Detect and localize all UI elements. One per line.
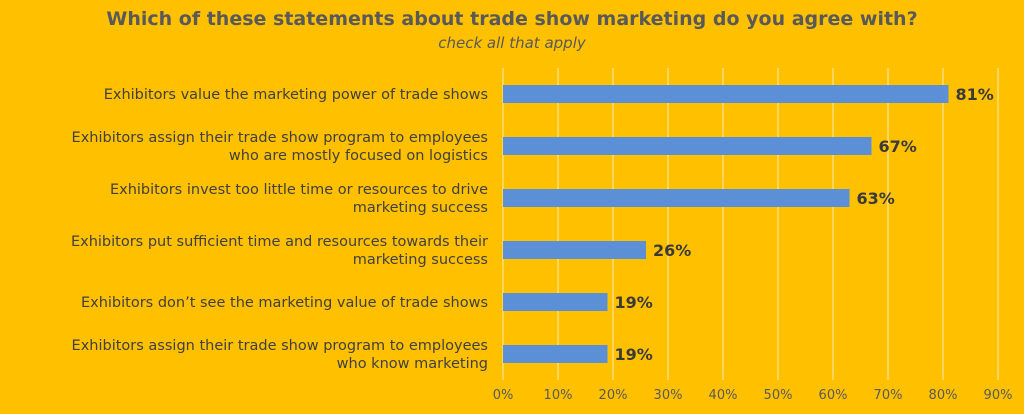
data-label: 81% (956, 85, 994, 104)
data-label: 26% (653, 241, 691, 260)
x-tick-label: 0% (493, 388, 514, 403)
x-tick-label: 70% (874, 388, 903, 403)
bar (503, 345, 608, 363)
data-label: 19% (615, 345, 653, 364)
category-label: Exhibitors don’t see the marketing value… (81, 295, 488, 311)
category-label: Exhibitors assign their trade show progr… (72, 130, 488, 164)
x-tick-label: 60% (819, 388, 848, 403)
category-label: Exhibitors put sufficient time and resou… (71, 234, 488, 268)
bar (503, 241, 646, 259)
x-tick-label: 90% (984, 388, 1013, 403)
bar (503, 137, 872, 155)
x-tick-label: 20% (599, 388, 628, 403)
chart-title: Which of these statements about trade sh… (106, 8, 918, 30)
x-tick-label: 30% (654, 388, 683, 403)
x-tick-label: 10% (544, 388, 573, 403)
x-tick-label: 80% (929, 388, 958, 403)
bar (503, 189, 850, 207)
x-tick-label: 40% (709, 388, 738, 403)
data-label: 67% (879, 137, 917, 156)
data-label: 19% (615, 293, 653, 312)
data-label: 63% (857, 189, 895, 208)
category-label: Exhibitors invest too little time or res… (110, 182, 488, 216)
category-label: Exhibitors assign their trade show progr… (72, 338, 488, 372)
chart-subtitle: check all that apply (438, 34, 586, 52)
category-label: Exhibitors value the marketing power of … (104, 87, 488, 103)
bar (503, 85, 949, 103)
bar (503, 293, 608, 311)
x-tick-label: 50% (764, 388, 793, 403)
